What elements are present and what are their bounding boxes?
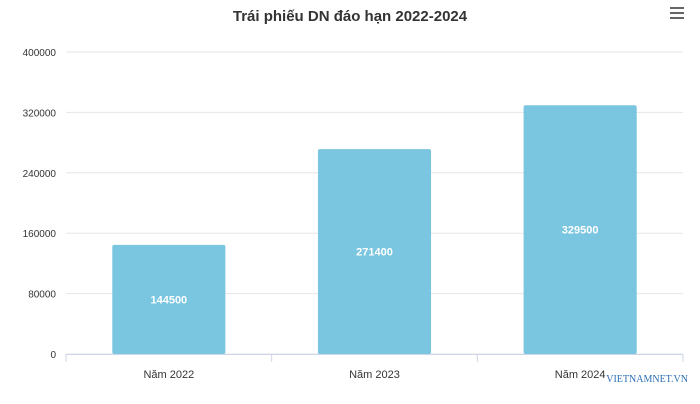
x-tick-label: Năm 2022 — [143, 369, 194, 381]
x-tick-label: Năm 2023 — [349, 369, 400, 381]
hamburger-menu-icon[interactable] — [670, 7, 684, 19]
data-label: 144500 — [150, 294, 187, 306]
watermark: VIETNAMNET.VN — [606, 374, 688, 385]
y-tick-label: 240000 — [23, 169, 57, 180]
y-tick-label: 320000 — [23, 108, 57, 119]
y-tick-label: 0 — [50, 350, 56, 361]
y-tick-label: 400000 — [23, 48, 57, 59]
bar[interactable] — [523, 105, 637, 354]
chart-title: Trái phiếu DN đáo hạn 2022-2024 — [233, 8, 468, 25]
y-axis: 0 80000 160000 240000 320000 400000 — [23, 48, 57, 361]
data-label: 271400 — [356, 247, 393, 259]
y-tick-label: 80000 — [28, 290, 56, 301]
data-label: 329500 — [562, 225, 599, 237]
bar[interactable] — [112, 244, 226, 354]
x-tick-label: Năm 2024 — [555, 369, 606, 381]
y-tick-label: 160000 — [23, 229, 57, 240]
bars: 144500 271400 329500 — [112, 105, 637, 354]
x-axis: Năm 2022 Năm 2023 Năm 2024 — [65, 354, 684, 381]
bar[interactable] — [317, 149, 432, 354]
